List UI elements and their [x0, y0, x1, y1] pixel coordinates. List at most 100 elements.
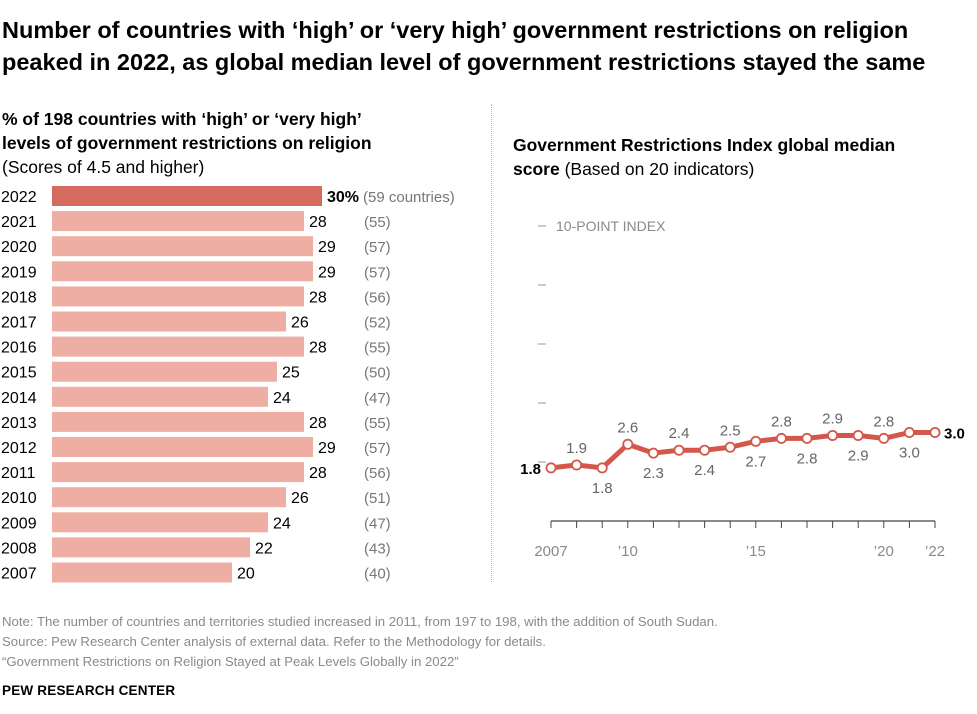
- data-label: 1.8: [592, 480, 613, 497]
- chart-title: Number of countries with ‘high’ or ‘very…: [2, 17, 926, 75]
- series-point: [775, 432, 787, 444]
- bar-count-label: (55): [364, 340, 391, 357]
- bar: [52, 186, 322, 206]
- bar-category-label: 2021: [1, 214, 37, 231]
- bar-count-label: (51): [364, 490, 391, 507]
- data-label: 2.6: [617, 419, 638, 436]
- bar-value-label: 25: [282, 365, 300, 382]
- line-subtitle-note: (Based on 20 indicators): [564, 159, 755, 179]
- series-point: [878, 432, 890, 444]
- bar: [52, 336, 304, 357]
- bar: [52, 411, 304, 432]
- bar-count-label: (40): [364, 566, 391, 583]
- footer-report: “Government Restrictions on Religion Sta…: [2, 654, 459, 669]
- bar-category-label: 2017: [1, 315, 37, 332]
- series-point: [929, 426, 941, 438]
- bar-category-label: 2008: [1, 540, 37, 557]
- bar-count-label: (47): [364, 390, 391, 407]
- bar-count-label: (55): [364, 214, 391, 231]
- bar-value-label: 28: [309, 415, 327, 432]
- bar-value-label: 26: [291, 315, 309, 332]
- bar-subtitle-line-2: levels of government restrictions on rel…: [2, 133, 372, 153]
- bar-category-label: 2020: [1, 239, 37, 256]
- bar-count-label: (57): [364, 440, 391, 457]
- series-point: [801, 432, 813, 444]
- data-label: 2.9: [822, 410, 843, 427]
- bar-category-label: 2019: [1, 264, 37, 281]
- series-point: [750, 435, 762, 447]
- data-label: 1.9: [566, 440, 587, 457]
- data-label-first: 1.8: [520, 461, 541, 478]
- x-tick-label: ’10: [618, 543, 638, 560]
- bar: [52, 437, 313, 457]
- bar: [52, 562, 232, 583]
- bar-value-label: 24: [273, 515, 291, 532]
- bar-value-label: 29: [318, 239, 336, 256]
- data-label: 2.5: [720, 422, 741, 439]
- line-chart-subtitle: Government Restrictions Index global med…: [513, 133, 973, 181]
- bar-category-label: 2011: [1, 465, 36, 482]
- series-point: [699, 444, 711, 456]
- data-label-last: 3.0: [944, 426, 965, 443]
- series-point: [622, 438, 634, 450]
- data-label: 2.4: [694, 462, 715, 479]
- line-subtitle-line-1: Government Restrictions Index global med…: [513, 135, 896, 155]
- bar: [52, 487, 286, 508]
- series-point: [827, 429, 839, 441]
- bar-subtitle-line-1: % of 198 countries with ‘high’ or ‘very …: [2, 109, 362, 129]
- bar-category-label: 2015: [1, 365, 37, 382]
- bar-count-label: (56): [364, 289, 391, 306]
- bar-value-label: 26: [291, 490, 309, 507]
- series-point: [571, 459, 583, 471]
- bar: [52, 512, 268, 533]
- data-label: 2.8: [873, 413, 894, 430]
- bar: [52, 236, 313, 257]
- line-subtitle-line-2: score: [513, 159, 560, 179]
- footer-source: Source: Pew Research Center analysis of …: [2, 634, 546, 649]
- data-label: 2.8: [771, 413, 792, 430]
- bar-value-label: 28: [309, 214, 327, 231]
- series-point: [596, 462, 608, 474]
- bar-category-label: 2007: [1, 566, 37, 583]
- bar-chart-subtitle: % of 198 countries with ‘high’ or ‘very …: [2, 107, 462, 179]
- bar: [52, 311, 286, 332]
- series-point: [903, 426, 915, 438]
- bar-value-label: 30%: [327, 189, 359, 206]
- bar-value-label: 22: [255, 540, 273, 557]
- bar-category-label: 2009: [1, 515, 37, 532]
- x-tick-label: ’20: [874, 543, 894, 560]
- data-label: 2.3: [643, 465, 664, 482]
- bar-count-label: (57): [364, 264, 391, 281]
- bar: [52, 261, 313, 282]
- bar-category-label: 2012: [1, 440, 37, 457]
- data-label: 2.7: [745, 453, 766, 470]
- data-label: 3.0: [899, 445, 920, 462]
- bar-value-label: 28: [309, 289, 327, 306]
- bar-category-label: 2013: [1, 415, 37, 432]
- bar-value-label: 28: [309, 465, 327, 482]
- data-label: 2.4: [669, 425, 690, 442]
- bar-count-label: (43): [364, 540, 391, 557]
- bar-count-label: (52): [364, 315, 391, 332]
- x-tick-label: ’22: [925, 543, 945, 560]
- bar-category-label: 2010: [1, 490, 37, 507]
- bar: [52, 386, 268, 407]
- bar-value-label: 29: [318, 440, 336, 457]
- bar-value-label: 28: [309, 340, 327, 357]
- bar: [52, 286, 304, 307]
- footer: Note: The number of countries and territ…: [2, 612, 972, 672]
- bar-count-label: (50): [364, 365, 391, 382]
- bar-count-label: (47): [364, 515, 391, 532]
- series-point: [545, 462, 557, 474]
- footer-note: Note: The number of countries and territ…: [2, 614, 718, 629]
- x-tick-label: ’15: [746, 543, 766, 560]
- bar-subtitle-note: (Scores of 4.5 and higher): [2, 157, 205, 177]
- bar-value-label: 24: [273, 390, 291, 407]
- data-label: 2.9: [848, 447, 869, 464]
- bar: [52, 537, 250, 558]
- brand-logo-text: PEW RESEARCH CENTER: [2, 683, 176, 698]
- bar-count-label: (55): [364, 415, 391, 432]
- series-point: [673, 444, 685, 456]
- bar-category-label: 2016: [1, 340, 37, 357]
